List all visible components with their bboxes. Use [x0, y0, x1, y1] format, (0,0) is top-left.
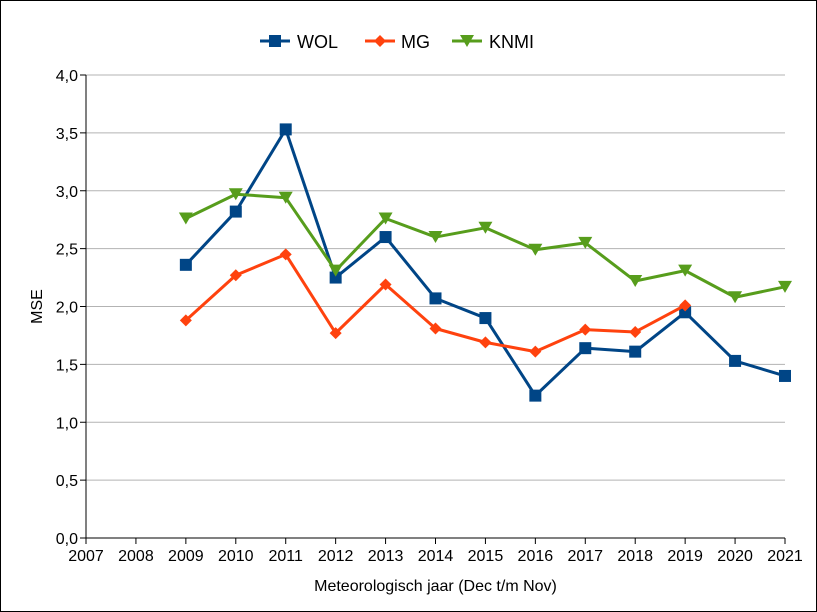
data-point-wol [329, 271, 342, 284]
series-line-wol [184, 127, 786, 398]
gridlines [86, 74, 785, 481]
data-point-wol [729, 354, 742, 367]
data-point-wol [229, 205, 242, 218]
data-point-mg [329, 327, 342, 340]
legend-swatch-marker [460, 35, 474, 47]
legend-item-wol: WOL [260, 32, 338, 52]
legend-item-knmi: KNMI [452, 32, 534, 52]
data-point-knmi [428, 231, 443, 244]
data-point-mg [229, 269, 242, 282]
legend-swatch-marker [374, 35, 386, 47]
x-tick-label: 2021 [767, 548, 803, 565]
y-axis-title: MSE [29, 289, 46, 324]
data-point-wol [579, 342, 592, 355]
data-point-mg [529, 345, 542, 358]
data-point-mg [279, 248, 292, 261]
series-line-knmi [185, 192, 786, 299]
legend-item-mg: MG [365, 32, 430, 52]
data-point-wol [679, 306, 692, 319]
legend: WOL MG KNMI [260, 32, 534, 52]
data-point-wol [779, 369, 791, 382]
data-point-mg [379, 278, 392, 291]
data-point-knmi [478, 221, 493, 234]
x-tick-label: 2007 [68, 548, 104, 565]
data-point-wol [179, 258, 192, 271]
y-tick-label: 3,0 [56, 184, 78, 201]
y-tick-label: 1,0 [56, 415, 78, 432]
data-point-wol [429, 292, 442, 305]
data-point-mg [629, 325, 642, 338]
data-point-knmi [528, 243, 543, 256]
x-tick-label: 2012 [318, 548, 354, 565]
y-tick-label: 0,5 [56, 473, 78, 490]
data-point-wol [279, 123, 292, 136]
x-tick-label: 2009 [168, 548, 204, 565]
x-tick-label: 2019 [667, 548, 703, 565]
x-axis-title: Meteorologisch jaar (Dec t/m Nov) [314, 578, 557, 595]
data-point-wol [629, 345, 642, 358]
legend-label: MG [401, 32, 430, 52]
data-point-knmi [628, 275, 643, 288]
data-point-wol [529, 389, 542, 402]
x-tick-label: 2018 [617, 548, 653, 565]
data-point-knmi [778, 280, 792, 293]
data-point-knmi [328, 264, 343, 277]
x-tick-label: 2008 [118, 548, 154, 565]
series-mg [179, 248, 692, 358]
legend-label: KNMI [489, 32, 534, 52]
y-tick-label: 1,5 [56, 357, 78, 374]
data-point-mg [679, 299, 692, 312]
x-tick-label: 2016 [518, 548, 554, 565]
data-point-mg [579, 323, 592, 336]
legend-swatch-marker [269, 35, 281, 47]
data-point-knmi [278, 191, 293, 204]
y-tick-label: 2,5 [56, 242, 78, 259]
x-tick-label: 2017 [567, 548, 603, 565]
y-tick-label: 2,0 [56, 300, 78, 317]
data-point-knmi [378, 212, 393, 225]
series-knmi [178, 188, 792, 304]
x-tick-label: 2010 [218, 548, 254, 565]
x-tick-label: 2011 [269, 548, 304, 565]
x-tick-label: 2014 [418, 548, 454, 565]
y-tick-label: 0,0 [56, 531, 78, 548]
legend-label: WOL [297, 32, 338, 52]
data-point-mg [179, 314, 192, 327]
data-point-wol [379, 231, 392, 244]
series-layer [178, 123, 792, 402]
data-point-knmi [178, 212, 193, 225]
x-tick-label: 2015 [468, 548, 504, 565]
x-tick-label: 2020 [717, 548, 753, 565]
axes: 0,0 0,5 1,0 1,5 2,0 2,5 3,0 3,5 4,0 2007 2008 2009 2… [56, 68, 803, 565]
x-tick-label: 2013 [368, 548, 404, 565]
data-point-knmi [678, 264, 693, 277]
y-tick-label: 3,5 [56, 126, 78, 143]
data-point-wol [479, 312, 492, 325]
data-point-knmi [728, 291, 743, 304]
y-tick-label: 4,0 [56, 68, 78, 85]
data-point-mg [479, 336, 492, 349]
data-point-knmi [578, 236, 593, 249]
data-point-knmi [228, 188, 243, 201]
series-wol [179, 123, 791, 402]
data-point-mg [429, 322, 442, 335]
